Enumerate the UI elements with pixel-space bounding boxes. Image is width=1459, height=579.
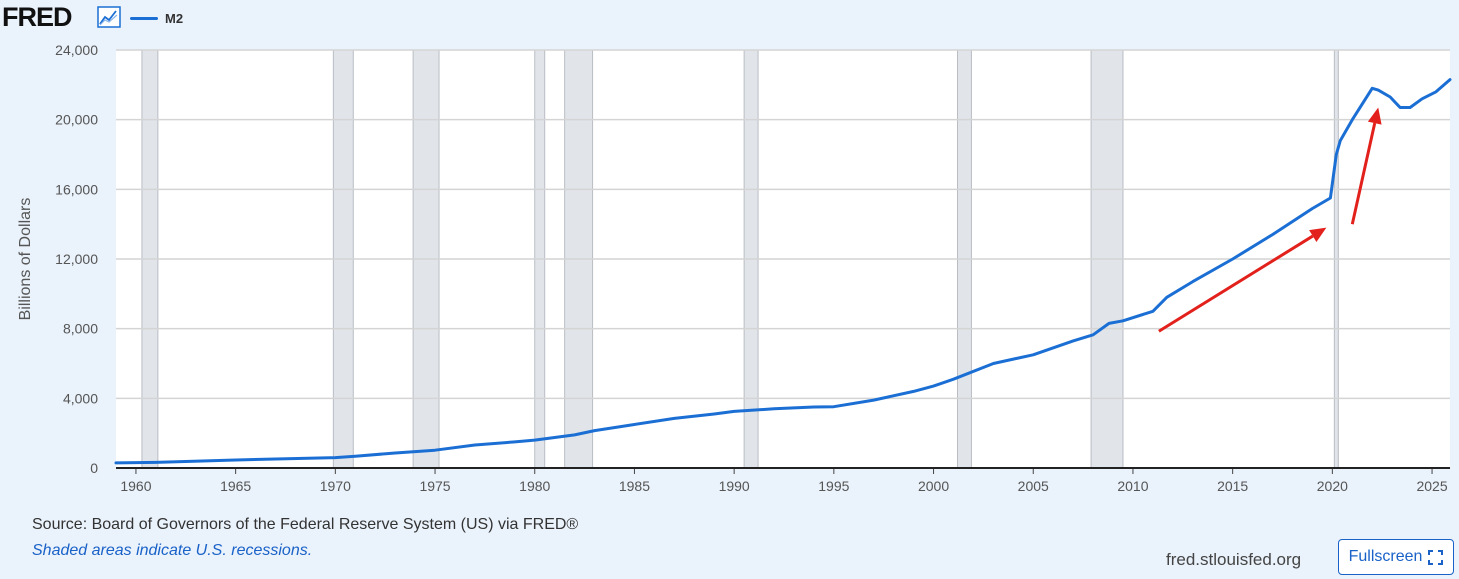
annotation-arrows (1158, 107, 1382, 333)
x-tick-label-6: 1990 (719, 478, 750, 494)
annotation-arrow-0 (1158, 227, 1327, 333)
x-tick-label-9: 2005 (1018, 478, 1049, 494)
legend-label-m2: M2 (165, 10, 184, 26)
x-tick-label-4: 1980 (519, 478, 550, 494)
y-tick-label-0: 0 (90, 460, 98, 476)
x-tick-label-13: 2025 (1416, 478, 1447, 494)
expand-icon (1428, 549, 1444, 565)
y-tick-label-1: 4,000 (63, 390, 98, 406)
x-axis-ticks: 1960 1965 1970 1975 1980 1985 1990 1995 2000 2005… (120, 468, 1448, 494)
x-tick-label-1: 1965 (220, 478, 251, 494)
recession-note: Shaded areas indicate U.S. recessions. (32, 542, 313, 559)
chart: 0 4,000 8,000 12,000 16,000 20,000 24,000 1960… (17, 42, 1452, 494)
annotation-arrow-1 (1350, 107, 1382, 225)
x-tick-label-3: 1975 (419, 478, 450, 494)
gridlines (116, 49, 1450, 400)
y-tick-label-6: 24,000 (55, 42, 98, 58)
series-line-0 (114, 78, 1452, 465)
x-tick-label-5: 1985 (619, 478, 650, 494)
x-tick-label-7: 1995 (818, 478, 849, 494)
y-tick-label-3: 12,000 (55, 251, 98, 267)
legend-swatch (130, 16, 158, 20)
fred-logo[interactable]: FRED (2, 2, 72, 32)
x-tick-label-2: 1970 (320, 478, 351, 494)
y-tick-label-4: 16,000 (55, 181, 98, 197)
legend: M2 (130, 8, 183, 28)
y-axis-label: Billions of Dollars (17, 198, 34, 321)
fullscreen-button[interactable]: Fullscreen (1338, 539, 1454, 575)
site-link[interactable]: fred.stlouisfed.org (1166, 550, 1302, 569)
y-tick-label-2: 8,000 (63, 321, 98, 337)
y-tick-label-5: 20,000 (55, 112, 98, 128)
x-tick-label-12: 2020 (1317, 478, 1348, 494)
x-tick-label-8: 2000 (918, 478, 949, 494)
x-tick-label-11: 2015 (1217, 478, 1248, 494)
source-note: Source: Board of Governors of the Federa… (32, 516, 579, 533)
x-tick-label-10: 2010 (1117, 478, 1148, 494)
series-layer (114, 78, 1452, 465)
y-axis-ticks: 0 4,000 8,000 12,000 16,000 20,000 24,000 (55, 42, 98, 476)
x-tick-label-0: 1960 (120, 478, 151, 494)
line-chart-icon (97, 6, 121, 28)
fullscreen-label: Fullscreen (1348, 548, 1423, 565)
